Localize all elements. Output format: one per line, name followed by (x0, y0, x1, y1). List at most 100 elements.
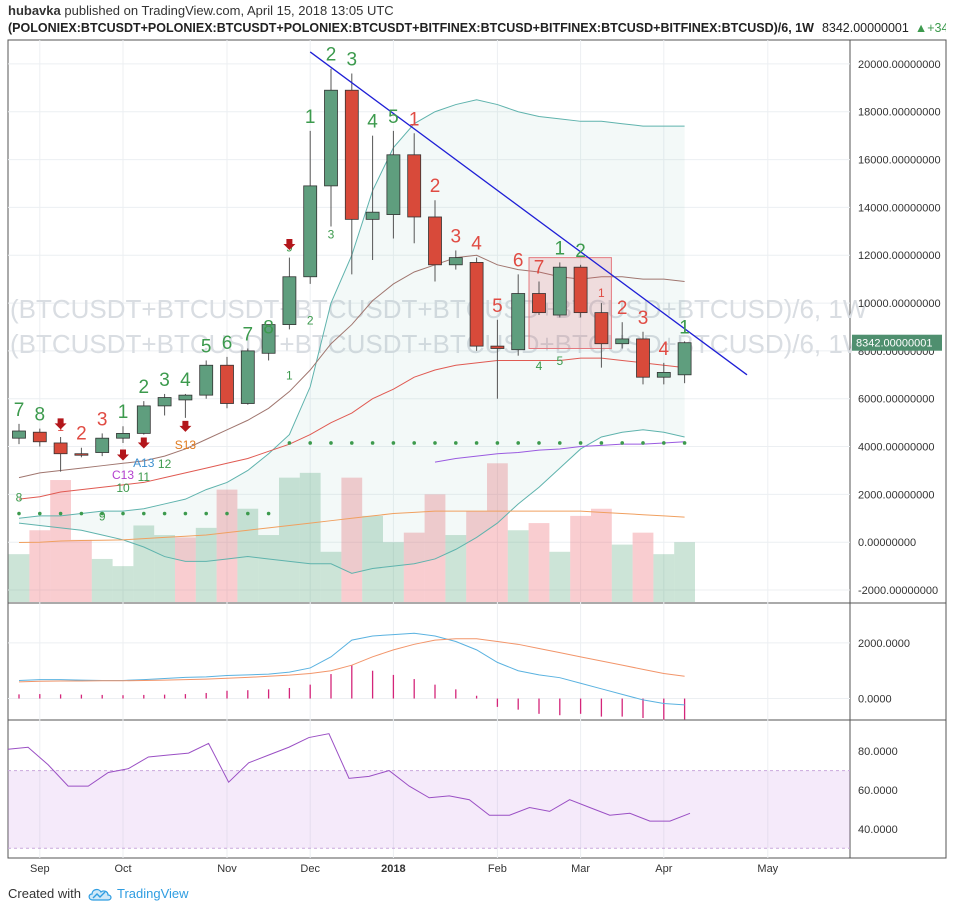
sequence-label: 1 (555, 238, 566, 259)
candle (136, 401, 151, 435)
candle (220, 356, 234, 409)
candle (344, 73, 359, 275)
candle (677, 341, 692, 384)
candle (615, 322, 630, 349)
tradingview-text: TradingView (116, 886, 189, 901)
support-dot (599, 441, 604, 445)
small-label: 2 (307, 314, 314, 328)
candle-body (157, 397, 172, 407)
candle (74, 447, 89, 458)
small-label: A13 (133, 456, 155, 470)
candle-body (220, 364, 234, 404)
small-label: S13 (175, 438, 197, 452)
volume-column (175, 537, 196, 602)
volume-column (403, 532, 425, 602)
candle-body (282, 276, 297, 325)
candle (303, 130, 318, 284)
macd-tick-label: 0.0000 (858, 694, 892, 706)
sequence-label: 5 (201, 336, 212, 357)
small-label: 5 (556, 354, 563, 368)
author-name[interactable]: hubavka (8, 3, 61, 18)
price-tick-label: -2000.00000000 (858, 585, 938, 597)
chart-frame (7, 39, 947, 859)
candle (407, 133, 422, 244)
volume-column (383, 542, 404, 602)
support-dot (246, 511, 250, 516)
time-tick-label: Nov (217, 863, 237, 875)
candle (636, 331, 650, 385)
support-dot (641, 441, 645, 445)
volume-column (507, 530, 529, 602)
candle-body (344, 89, 359, 220)
sequence-label: 4 (471, 234, 482, 255)
support-dot (412, 441, 417, 445)
price-tick-label: 16000.00000000 (858, 155, 941, 167)
small-label: 11 (138, 470, 151, 484)
volume-column (591, 508, 612, 602)
candle (95, 433, 110, 457)
bollinger-lower (18, 429, 685, 574)
candle-body (32, 431, 47, 443)
price-tick-label: 6000.00000000 (858, 394, 934, 406)
small-label: 8 (16, 491, 23, 505)
tradingview-brand[interactable]: TradingView (87, 886, 189, 901)
candle-body (95, 437, 110, 453)
support-dot (578, 441, 583, 445)
support-dot (433, 441, 437, 445)
support-dot (558, 441, 562, 445)
rsi-tick-label: 60.0000 (858, 785, 898, 797)
candle (157, 393, 172, 416)
sequence-label: 2 (326, 45, 337, 66)
candles (12, 68, 692, 472)
down-arrow-icon (179, 420, 192, 432)
candle (594, 303, 609, 368)
candle (573, 264, 588, 318)
change-value: ▲+341.04837030 (915, 21, 946, 35)
moving-average-orange (18, 510, 685, 543)
candle-body (324, 89, 338, 187)
sequence-label: 3 (347, 49, 358, 70)
sequence-label: 3 (451, 226, 462, 247)
candle-body (469, 262, 484, 347)
small-label: 1 (286, 369, 293, 383)
sequence-label: 1 (679, 317, 690, 338)
candle (240, 348, 255, 405)
support-dot (350, 441, 354, 445)
sequence-label: 4 (180, 370, 191, 391)
small-label: 9 (99, 510, 106, 524)
tradingview-cloud-icon (88, 888, 112, 901)
volume-column (632, 532, 654, 602)
time-tick-label: Dec (300, 863, 320, 875)
last-price-badge (852, 334, 942, 351)
footer: Created with TradingView (8, 886, 189, 901)
volume-column (570, 515, 591, 602)
candle-body (511, 293, 526, 351)
candle (178, 393, 193, 418)
candle-body (594, 312, 609, 345)
sequence-label: 6 (222, 333, 233, 354)
support-dot (100, 511, 104, 516)
rsi-band (8, 770, 850, 849)
support-dot (142, 511, 146, 516)
publish-info: hubavka published on TradingView.com, Ap… (8, 3, 394, 18)
support-dot (537, 441, 541, 445)
volume-column (8, 554, 30, 602)
candle (261, 324, 276, 361)
price-tick-label: 4000.00000000 (858, 442, 934, 454)
time-tick-label: Sep (30, 863, 50, 875)
sequence-label: 3 (97, 409, 108, 430)
price-tick-label: 10000.00000000 (858, 298, 941, 310)
sequence-label: 7 (534, 258, 545, 279)
volume-column (237, 508, 259, 602)
small-label: 4 (536, 359, 543, 373)
candle-body (365, 211, 380, 220)
candle (428, 200, 442, 282)
price-tick-label: 12000.00000000 (858, 250, 941, 262)
support-dot (662, 441, 666, 445)
last-value: 8342.00000001 (821, 21, 909, 35)
volume-column (279, 477, 300, 602)
candle-body (240, 350, 255, 404)
candle-body (615, 338, 630, 345)
candle-body (636, 338, 650, 378)
